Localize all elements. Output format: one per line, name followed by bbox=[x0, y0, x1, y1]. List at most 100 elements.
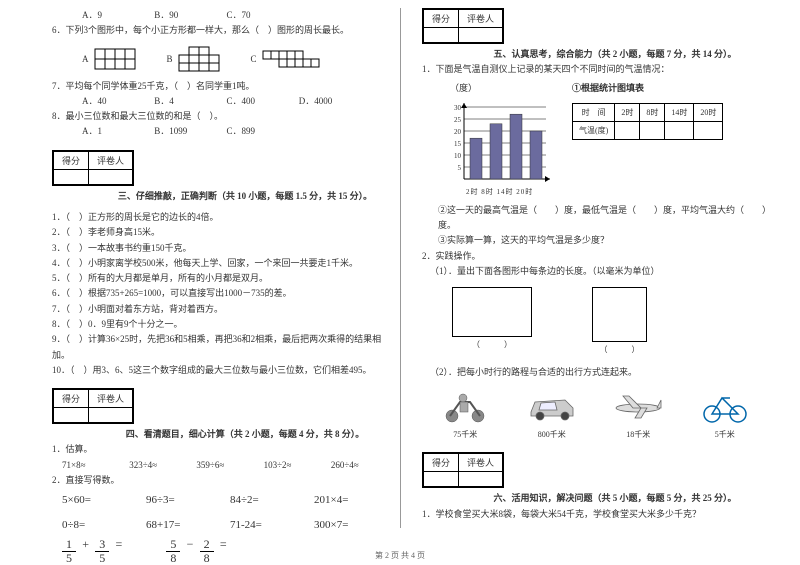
q8-options: A．1 B．1099 C．899 bbox=[52, 124, 398, 139]
minus-sign: − bbox=[183, 537, 198, 551]
q7-text: 7．平均每个同学体重25千克，（ ）名同学重1吨。 bbox=[52, 79, 398, 94]
chart-fill-title: ①根据统计图填表 bbox=[572, 81, 723, 102]
opt-b: B．90 bbox=[154, 8, 224, 23]
score-box-sec6: 得分评卷人 bbox=[422, 452, 504, 488]
svg-text:30: 30 bbox=[454, 104, 462, 112]
score-label: 得分 bbox=[424, 454, 459, 472]
q7-options: A．40 B．4 C．400 D．4000 bbox=[52, 94, 398, 109]
calc-row-2: 0÷8= 68+17= 71-24= 300×7= bbox=[52, 513, 398, 537]
shape-b-label: B bbox=[167, 54, 173, 64]
problem-1: 1．学校食堂买大米8袋，每袋大米54千克，学校食堂买大米多少千克？ bbox=[422, 507, 768, 522]
c-a: 0÷8= bbox=[62, 513, 146, 537]
c-c: 84÷2= bbox=[230, 488, 314, 512]
frac-n: 3 bbox=[99, 538, 105, 551]
score-box-sec5: 得分评卷人 bbox=[422, 8, 504, 44]
equals-sign: = bbox=[112, 537, 127, 551]
judge-9: 9．（ ）计算36×25时，先把36和5相乘，再把36和2相乘，最后把两次乘得的… bbox=[52, 332, 398, 363]
motorcycle-icon bbox=[440, 388, 490, 423]
score-box-sec3: 得分评卷人 bbox=[52, 150, 134, 186]
c-a: 5×60= bbox=[62, 488, 146, 512]
est-b: 323÷4≈ bbox=[129, 458, 196, 473]
section-6-title: 六、活用知识，解决问题（共 5 小题，每题 5 分，共 25 分）。 bbox=[422, 490, 768, 506]
frac-n: 5 bbox=[170, 538, 176, 551]
plus-sign: + bbox=[78, 537, 93, 551]
c-c: 71-24= bbox=[230, 513, 314, 537]
right-column: 得分评卷人 五、认真思考，综合能力（共 2 小题，每题 7 分，共 14 分）。… bbox=[410, 8, 780, 540]
opt-b: B．4 bbox=[154, 94, 224, 109]
grader-blank bbox=[89, 408, 133, 423]
section-3-title: 三、仔细推敲，正确判断（共 10 小题，每题 1.5 分，共 15 分）。 bbox=[52, 188, 398, 204]
car-icon bbox=[527, 388, 577, 423]
grader-label: 评卷人 bbox=[459, 10, 503, 28]
section-5-title: 五、认真思考，综合能力（共 2 小题，每题 7 分，共 14 分）。 bbox=[422, 46, 768, 62]
th-8: 8时 bbox=[640, 103, 665, 121]
page-footer: 第 2 页 共 4 页 bbox=[0, 550, 800, 561]
shape-c-icon bbox=[261, 49, 321, 69]
judge-4: 4．（ ）小明家离学校500米，他每天上学、回家，一个来回一共要走1千米。 bbox=[52, 256, 398, 271]
th-2: 2时 bbox=[615, 103, 640, 121]
r-q1-2: ②这一天的最高气温是（ ）度，最低气温是（ ）度，平均气温大约（ ）度。 bbox=[422, 203, 768, 234]
opt-c: C．70 bbox=[227, 8, 297, 23]
r-q2-2: （2）．把每小时行的路程与合适的出行方式连起来。 bbox=[422, 359, 768, 380]
score-blank bbox=[424, 472, 459, 487]
th-14: 14时 bbox=[665, 103, 694, 121]
measure-rects: （ ） （ ） bbox=[422, 279, 768, 359]
calc-1-title: 1．估算。 bbox=[52, 442, 398, 457]
shape-b-icon bbox=[177, 45, 221, 73]
est-a: 71×8≈ bbox=[62, 458, 129, 473]
svg-text:15: 15 bbox=[454, 140, 462, 148]
plane-icon bbox=[613, 388, 663, 423]
transport-label-1: 75千米 bbox=[440, 429, 490, 440]
score-blank bbox=[54, 408, 89, 423]
judge-6: 6．（ ）根据735+265=1000，可以直接写出1000－735的差。 bbox=[52, 286, 398, 301]
rect-box-2 bbox=[592, 287, 647, 342]
calc-2-title: 2．直接写得数。 bbox=[52, 473, 398, 488]
transport-car: 800千米 bbox=[527, 388, 577, 440]
temperature-chart-area: （度） 30252015105 2时 8时 14时 20时 ①根据统计图填表 时… bbox=[422, 77, 768, 202]
temperature-table: 时 间 2时 8时 14时 20时 气温(度) bbox=[572, 103, 723, 140]
score-blank bbox=[54, 169, 89, 184]
opt-a: A．40 bbox=[82, 94, 152, 109]
judge-10: 10．（ ）用3、6、5这三个数字组成的最大三位数与最小三位数，它们相差495。 bbox=[52, 363, 398, 378]
transport-label-4: 5千米 bbox=[700, 429, 750, 440]
transport-label-3: 18千米 bbox=[613, 429, 663, 440]
c-b: 68+17= bbox=[146, 513, 230, 537]
c-b: 96÷3= bbox=[146, 488, 230, 512]
score-label: 得分 bbox=[424, 10, 459, 28]
judge-5: 5．（ ）所有的大月都是单月，所有的小月都是双月。 bbox=[52, 271, 398, 286]
judge-1: 1．（ ）正方形的周长是它的边长的4倍。 bbox=[52, 210, 398, 225]
calc-row-1: 5×60= 96÷3= 84÷2= 201×4= bbox=[52, 488, 398, 512]
judge-3: 3．（ ）一本故事书约重150千克。 bbox=[52, 241, 398, 256]
chart-ylabel: （度） bbox=[442, 81, 552, 96]
calc-1-row: 71×8≈ 323÷4≈ 359÷6≈ 103÷2≈ 260÷4≈ bbox=[52, 458, 398, 473]
grader-blank bbox=[459, 28, 503, 43]
transport-label-2: 800千米 bbox=[527, 429, 577, 440]
tr-temp: 气温(度) bbox=[573, 121, 615, 139]
judge-7: 7．（ ）小明面对着东方站，背对着西方。 bbox=[52, 302, 398, 317]
frac-n: 2 bbox=[204, 538, 210, 551]
grader-blank bbox=[459, 472, 503, 487]
frac-n: 1 bbox=[66, 538, 72, 551]
q8-text: 8．最小三位数和最大三位数的和是（ ）。 bbox=[52, 109, 398, 124]
rect-label-1: （ ） bbox=[452, 337, 532, 350]
q6-shapes: A B bbox=[52, 39, 398, 79]
equals-sign: = bbox=[216, 537, 231, 551]
score-label: 得分 bbox=[54, 390, 89, 408]
q5-options: A．9 B．90 C．70 bbox=[52, 8, 398, 23]
opt-c: C．899 bbox=[227, 124, 297, 139]
chart-xticks: 2时 8时 14时 20时 bbox=[442, 187, 552, 199]
bar-chart-svg: 30252015105 bbox=[442, 97, 552, 187]
chart-right: ①根据统计图填表 时 间 2时 8时 14时 20时 气温(度) bbox=[572, 81, 723, 139]
left-column: A．9 B．90 C．70 6．下列3个图形中，每个小正方形都一样大，那么（ ）… bbox=[40, 8, 410, 540]
r-q2: 2．实践操作。 bbox=[422, 249, 768, 264]
cell bbox=[615, 121, 640, 139]
transport-row: 75千米 800千米 18千米 5千米 bbox=[422, 380, 768, 444]
svg-text:5: 5 bbox=[458, 164, 462, 172]
transport-bicycle: 5千米 bbox=[700, 388, 750, 440]
rect-2: （ ） bbox=[592, 287, 647, 355]
shape-c-label: C bbox=[251, 54, 257, 64]
th-20: 20时 bbox=[694, 103, 723, 121]
grader-blank bbox=[89, 169, 133, 184]
transport-plane: 18千米 bbox=[613, 388, 663, 440]
r-q1-text: 1．下面是气温自测仪上记录的某天四个不同时间的气温情况： bbox=[422, 62, 768, 77]
